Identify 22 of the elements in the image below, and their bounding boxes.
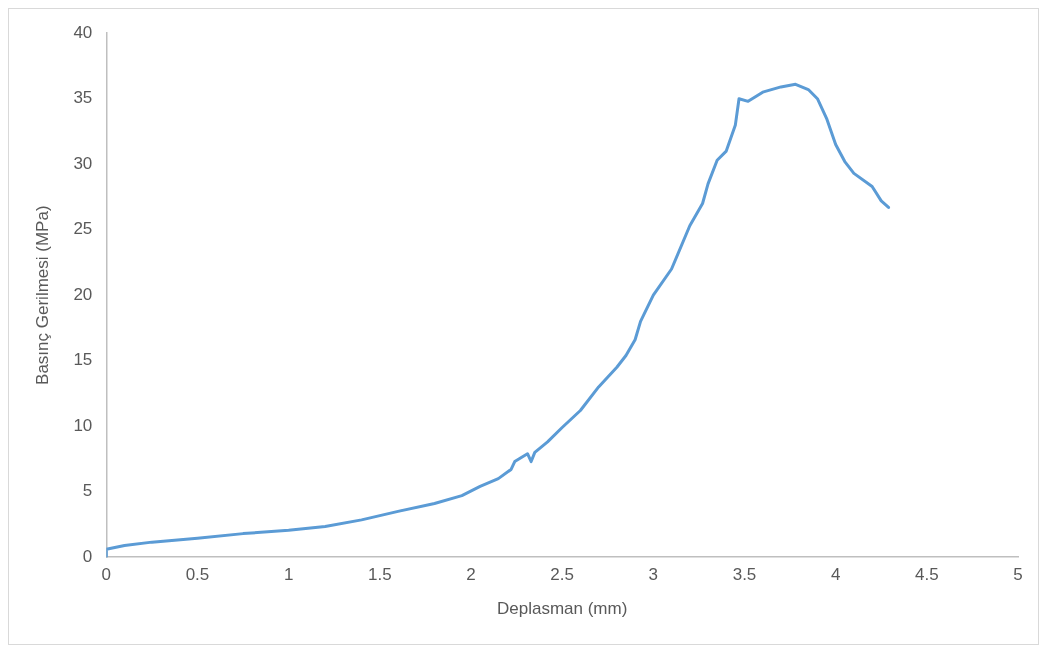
y-tick-label: 15 [73, 350, 93, 370]
y-tick-label: 40 [73, 22, 93, 42]
y-tick-label: 5 [82, 481, 93, 501]
x-tick-label: 1 [283, 565, 294, 585]
x-tick-label: 4 [830, 565, 841, 585]
x-tick-label: 2 [466, 565, 476, 585]
x-axis-title: Deplasman (mm) [496, 599, 628, 619]
y-tick-label: 35 [73, 88, 93, 108]
y-tick-label: 0 [82, 546, 93, 566]
x-tick-label: 0 [101, 565, 112, 585]
y-tick-label: 10 [73, 415, 93, 435]
x-tick-label: 2.5 [550, 565, 574, 585]
x-tick-label: 5 [1013, 565, 1023, 585]
x-tick-label: 3.5 [732, 565, 757, 585]
x-tick-label: 1.5 [368, 565, 392, 585]
y-tick-label: 20 [73, 284, 93, 304]
x-tick-label: 0.5 [185, 565, 210, 585]
x-tick-label: 4.5 [915, 565, 939, 585]
y-axis-title: Basınç Gerilmesi (MPa) [32, 205, 52, 385]
y-tick-label: 25 [73, 219, 93, 239]
x-tick-label: 3 [648, 565, 659, 585]
y-tick-label: 30 [73, 153, 93, 173]
